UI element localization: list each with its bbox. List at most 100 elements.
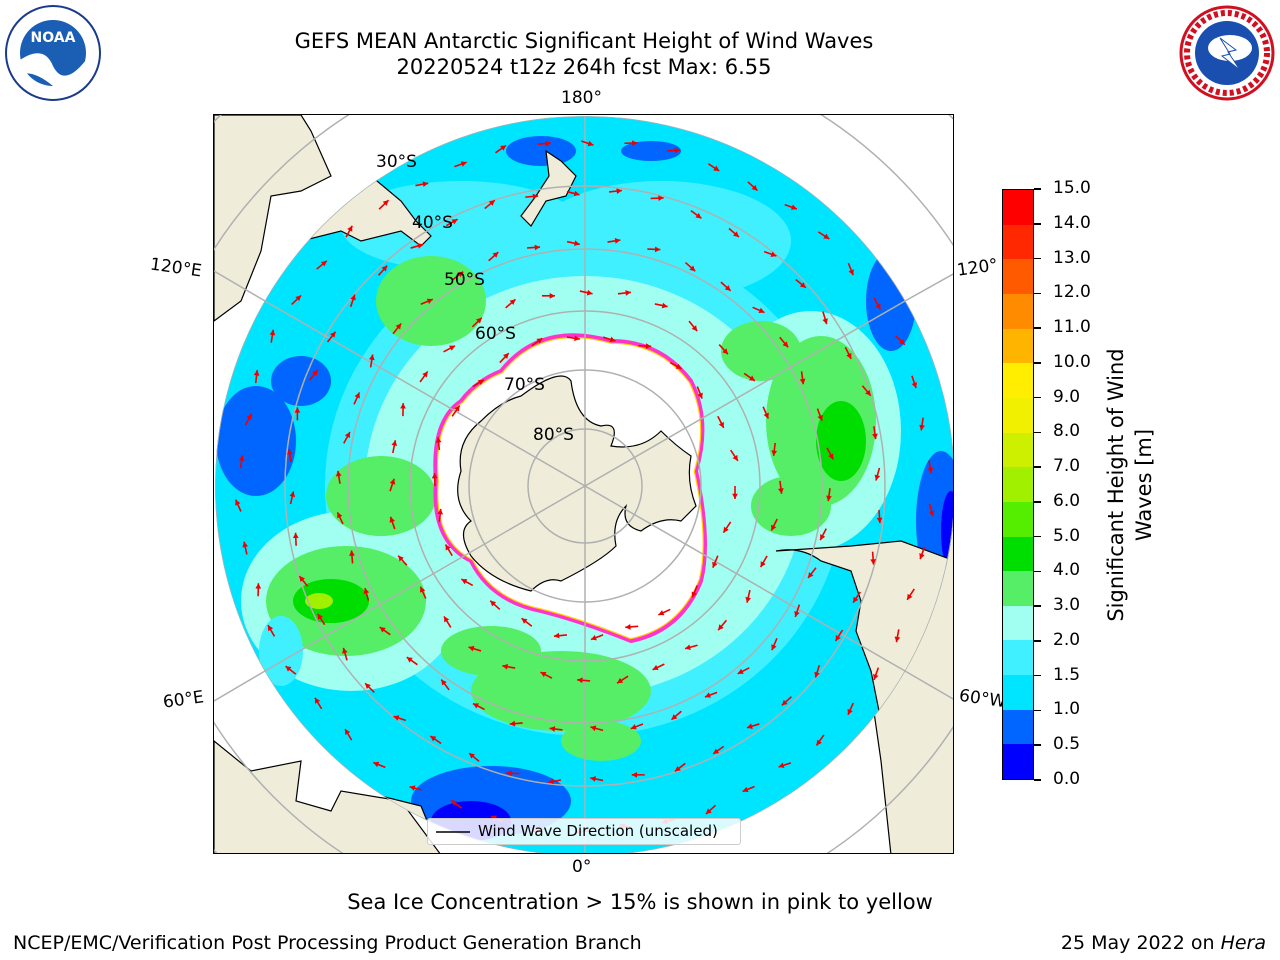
wave-arrow	[506, 770, 520, 777]
colorbar-tick-mark	[1034, 466, 1041, 468]
wave-direction-arrows	[234, 140, 935, 835]
lon-label-60w: 60°W	[957, 685, 1008, 713]
colorbar-label-line1: Significant Height of Wind	[1104, 348, 1128, 622]
wave-arrow	[652, 663, 665, 671]
footer-left: NCEP/EMC/Verification Post Processing Pr…	[13, 932, 642, 954]
lon-label-0: 0°	[572, 857, 592, 877]
wave-arrow	[291, 294, 302, 305]
colorbar-segment	[1003, 432, 1033, 468]
wave-arrow	[548, 778, 562, 785]
wave-arrow	[704, 691, 718, 698]
wave-arrow	[460, 578, 474, 587]
wave-arrow	[579, 289, 593, 296]
wave-arrow	[392, 323, 402, 335]
wave-arrow	[602, 336, 616, 343]
wave-arrow	[435, 437, 442, 451]
wave-arrow	[624, 140, 638, 146]
wave-arrow	[540, 671, 553, 679]
colorbar-tick-mark	[1034, 257, 1041, 260]
wave-arrow	[294, 407, 301, 421]
wave-arrow	[873, 297, 882, 310]
wave-arrow	[431, 472, 438, 487]
colorbar-tick-label: 1.0	[1053, 699, 1081, 720]
colorbar-tick-label: 13.0	[1053, 247, 1091, 268]
colorbar-tick-label: 15.0	[1053, 178, 1091, 198]
wave-arrow	[343, 431, 351, 444]
wave-arrow	[927, 460, 934, 474]
wave-arrow	[472, 702, 485, 711]
wave-arrow	[745, 589, 751, 603]
wave-arrow	[742, 785, 755, 793]
wave-arrow	[911, 375, 918, 389]
wave-arrow	[608, 188, 623, 194]
wave-arrow	[521, 617, 533, 627]
wave-arrow	[234, 499, 242, 512]
wave-arrow	[771, 637, 778, 651]
colorbar-tick-mark	[1034, 640, 1041, 642]
wave-arrow	[292, 532, 299, 546]
wave-arrow	[861, 385, 872, 397]
wave-arrow	[372, 761, 386, 769]
colorbar-tick-label: 9.0	[1053, 386, 1081, 407]
colorbar-tick-label: 2.0	[1053, 629, 1081, 650]
wave-arrow	[389, 516, 396, 530]
colorbar-tick-mark	[1034, 362, 1041, 364]
wave-arrow	[817, 231, 830, 240]
wave-arrow	[488, 251, 499, 262]
wave-arrow	[443, 615, 452, 628]
wave-arrow	[717, 619, 728, 631]
wave-arrow	[242, 541, 249, 555]
colorbar-tick-mark	[1034, 292, 1041, 295]
wave-arrow	[822, 311, 828, 325]
wave-arrow	[566, 190, 580, 197]
wave-arrow	[814, 664, 821, 678]
wave-arrow	[638, 343, 652, 349]
wave-arrow	[509, 720, 523, 727]
wave-arrow	[378, 199, 390, 210]
colorbar-segment	[1003, 363, 1033, 398]
wave-arrow	[746, 723, 760, 729]
wave-arrow	[650, 195, 664, 201]
wave-arrow	[707, 163, 720, 172]
wave-arrow	[580, 140, 594, 147]
wave-arrow	[728, 227, 740, 238]
wave-arrow	[607, 238, 621, 244]
wave-arrow	[269, 329, 276, 343]
wave-arrow	[440, 678, 450, 691]
wave-arrow	[684, 261, 696, 272]
map-legend: Wind Wave Direction (unscaled)	[427, 818, 741, 845]
wave-arrow	[784, 203, 798, 210]
wave-arrow	[705, 804, 717, 815]
wave-arrow	[335, 470, 342, 484]
wave-arrow	[369, 354, 375, 368]
wave-arrow	[781, 696, 792, 707]
colorbar-tick-label: 8.0	[1053, 421, 1081, 442]
wave-arrow	[253, 370, 260, 384]
wave-arrow	[553, 632, 567, 639]
wave-arrow	[894, 335, 906, 346]
colorbar-segment	[1003, 190, 1033, 225]
wave-arrow	[906, 588, 915, 601]
colorbar-tick-label: 10.0	[1053, 351, 1091, 372]
wave-arrow	[502, 663, 516, 670]
polar-map	[213, 114, 954, 854]
wave-arrow	[450, 799, 463, 809]
wave-arrow	[471, 317, 483, 328]
wave-arrow	[590, 776, 604, 782]
colorbar-tick-mark	[1034, 396, 1041, 399]
colorbar-segment	[1003, 467, 1033, 502]
wave-arrow	[342, 647, 348, 661]
colorbar-tick-mark	[1034, 327, 1041, 329]
wave-arrow	[541, 292, 555, 299]
footer-date: 25 May 2022 on	[1060, 932, 1221, 954]
wave-arrow	[799, 371, 806, 385]
wave-arrow	[444, 544, 453, 557]
colorbar-segment	[1003, 640, 1033, 676]
wave-arrow	[451, 405, 461, 417]
colorbar-tick-label: 0.5	[1053, 734, 1081, 755]
wave-arrow	[747, 181, 758, 192]
colorbar-segment	[1003, 501, 1033, 537]
colorbar-tick-label: 11.0	[1053, 317, 1091, 338]
lat-label-70s: 70°S	[504, 375, 545, 395]
wave-arrow	[495, 144, 507, 154]
